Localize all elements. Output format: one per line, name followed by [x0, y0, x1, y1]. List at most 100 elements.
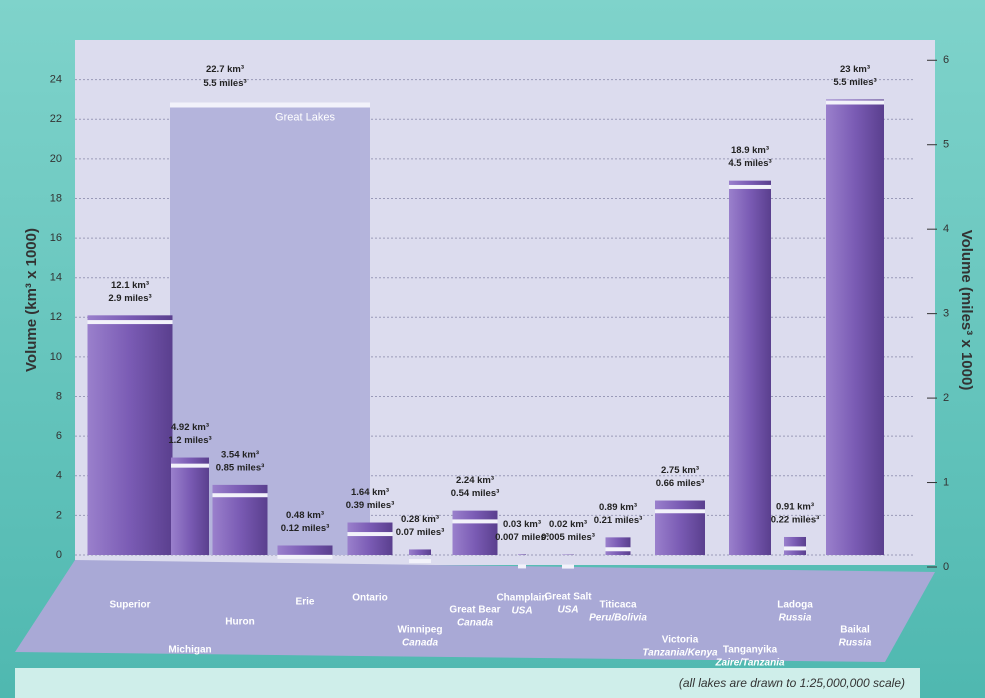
value-label: 2.75 km³ — [661, 465, 699, 476]
bar — [171, 457, 209, 555]
y2-tick-label: 2 — [943, 392, 949, 404]
x-sublabel: Tanzania/Kenya — [642, 648, 718, 659]
y-tick-label: 2 — [56, 509, 62, 521]
bar — [87, 315, 173, 555]
x-tick-label: Victoria — [662, 635, 699, 646]
y-tick-label: 10 — [50, 351, 62, 363]
cap — [171, 463, 209, 468]
bar — [729, 180, 771, 555]
y2-tick-label: 3 — [943, 308, 949, 320]
y-tick-label: 20 — [50, 153, 62, 165]
value-label: 0.39 miles³ — [346, 500, 395, 511]
value-label: 0.28 km³ — [401, 514, 439, 525]
x-tick-label: Champlain — [496, 593, 547, 604]
x-tick-label: Ladoga — [777, 600, 813, 611]
cap — [562, 564, 574, 569]
bar — [605, 537, 631, 555]
x-sublabel: USA — [511, 606, 532, 617]
value-label: 23 km³ — [840, 64, 870, 75]
x-sublabel: Zaire/Tanzania — [714, 658, 785, 669]
y-tick-label: 6 — [56, 430, 62, 442]
bar — [784, 536, 806, 555]
value-label: 0.89 km³ — [599, 502, 637, 513]
y2-tick-label: 1 — [943, 476, 949, 488]
x-tick-label: Erie — [296, 597, 315, 608]
bar — [347, 522, 393, 555]
cap — [347, 532, 393, 537]
x-sublabel: Canada — [457, 618, 494, 629]
value-label: 18.9 km³ — [731, 145, 769, 156]
footnote-bg — [15, 668, 920, 698]
cap — [409, 559, 431, 564]
y-tick-label: 12 — [50, 311, 62, 323]
cap — [452, 519, 498, 524]
y-tick-label: 16 — [50, 232, 62, 244]
great-lakes-cap — [170, 102, 370, 108]
x-sublabel: Russia — [779, 613, 812, 624]
y-tick-label: 8 — [56, 390, 62, 402]
value-label: 0.85 miles³ — [216, 462, 265, 473]
x-tick-label: Winnipeg — [398, 625, 443, 636]
x-tick-label: Michigan — [168, 645, 211, 656]
value-label: 0.22 miles³ — [771, 514, 820, 525]
value-label: 0.03 km³ — [503, 519, 541, 530]
y2-tick-label: 0 — [943, 561, 949, 573]
annotation-value: 22.7 km³ — [206, 64, 244, 75]
value-label: 0.54 miles³ — [451, 488, 500, 499]
value-label: 5.5 miles³ — [833, 77, 876, 88]
x-sublabel: Russia — [839, 638, 872, 649]
y-tick-label: 18 — [50, 192, 62, 204]
value-label: 3.54 km³ — [221, 449, 259, 460]
value-label: 0.21 miles³ — [594, 515, 643, 526]
x-sublabel: Canada — [402, 638, 439, 649]
value-label: 0.02 km³ — [549, 519, 587, 530]
annotation-label: Great Lakes — [275, 111, 335, 123]
value-label: 2.9 miles³ — [108, 293, 151, 304]
value-label: 1.2 miles³ — [168, 435, 211, 446]
value-label: 0.91 km³ — [776, 501, 814, 512]
y2-tick-label: 5 — [943, 139, 949, 151]
value-label: 12.1 km³ — [111, 280, 149, 291]
value-label: 0.48 km³ — [286, 510, 324, 521]
x-tick-label: Huron — [225, 617, 254, 628]
bar — [655, 500, 705, 555]
y-tick-label: 24 — [50, 74, 62, 86]
value-label: 0.007 miles³ — [495, 532, 549, 543]
value-label: 0.005 miles³ — [541, 532, 595, 543]
cap — [729, 184, 771, 189]
y-axis-title: Volume (km³ x 1000) — [23, 228, 40, 372]
x-tick-label: Baikal — [840, 625, 870, 636]
x-tick-label: Great Bear — [449, 605, 500, 616]
floor — [15, 560, 935, 662]
y-tick-label: 22 — [50, 113, 62, 125]
cap — [87, 320, 173, 325]
y2-tick-label: 6 — [943, 54, 949, 66]
bar — [409, 549, 431, 555]
bar — [277, 545, 333, 555]
cap — [277, 554, 333, 559]
x-tick-label: Ontario — [352, 593, 388, 604]
cap — [605, 547, 631, 552]
value-label: 4.92 km³ — [171, 422, 209, 433]
bar — [518, 554, 526, 555]
value-label: 2.24 km³ — [456, 475, 494, 486]
x-sublabel: USA — [557, 605, 578, 616]
y2-axis-title: Volume (miles³ x 1000) — [958, 230, 975, 391]
value-label: 1.64 km³ — [351, 487, 389, 498]
bar — [452, 510, 498, 555]
x-sublabel: Peru/Bolivia — [589, 613, 647, 624]
y2-tick-label: 4 — [943, 223, 949, 235]
x-tick-label: Superior — [109, 600, 150, 611]
y-tick-label: 14 — [50, 272, 62, 284]
footnote: (all lakes are drawn to 1:25,000,000 sca… — [679, 676, 905, 690]
x-tick-label: Tanganyika — [723, 645, 778, 656]
cap — [826, 100, 884, 105]
cap — [212, 493, 268, 498]
value-label: 0.66 miles³ — [656, 478, 705, 489]
cap — [655, 509, 705, 514]
cap — [784, 546, 806, 551]
y-tick-label: 0 — [56, 549, 62, 561]
annotation-value2: 5.5 miles³ — [203, 78, 246, 89]
